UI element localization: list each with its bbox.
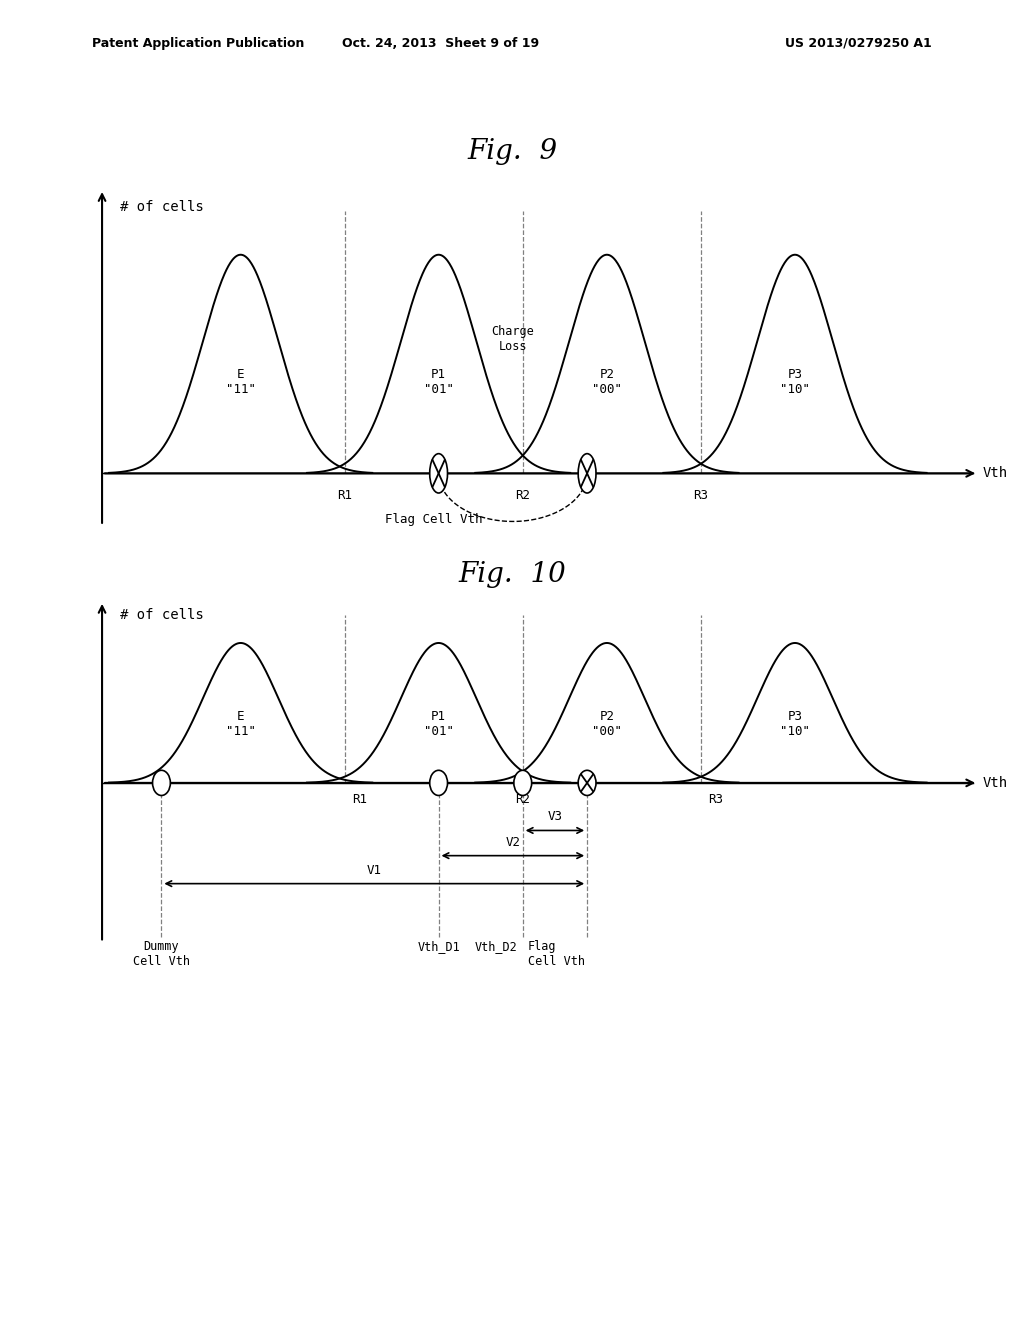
Text: R1: R1 [352, 793, 367, 805]
Text: Fig.  10: Fig. 10 [458, 561, 566, 587]
Text: R3: R3 [693, 488, 709, 502]
Circle shape [430, 771, 447, 796]
Text: Vth_D2: Vth_D2 [475, 940, 518, 953]
Circle shape [153, 771, 170, 796]
Text: Flag Cell Vth: Flag Cell Vth [385, 512, 482, 525]
Text: Patent Application Publication: Patent Application Publication [92, 37, 304, 50]
Text: Vth: Vth [983, 776, 1009, 789]
Text: V1: V1 [367, 863, 382, 876]
Text: R3: R3 [709, 793, 723, 805]
Text: US 2013/0279250 A1: US 2013/0279250 A1 [785, 37, 932, 50]
Text: Dummy
Cell Vth: Dummy Cell Vth [133, 940, 189, 968]
Circle shape [579, 771, 596, 796]
Text: Vth_D1: Vth_D1 [417, 940, 460, 953]
Circle shape [514, 771, 531, 796]
Text: E
"11": E "11" [225, 367, 256, 396]
Text: Oct. 24, 2013  Sheet 9 of 19: Oct. 24, 2013 Sheet 9 of 19 [342, 37, 539, 50]
Text: P1
"01": P1 "01" [424, 710, 454, 738]
Circle shape [579, 454, 596, 492]
Text: Vth: Vth [983, 466, 1009, 480]
Text: R1: R1 [337, 488, 352, 502]
Text: P1
"01": P1 "01" [424, 367, 454, 396]
Text: Charge
Loss: Charge Loss [492, 325, 535, 354]
Text: R2: R2 [515, 793, 530, 805]
Text: P3
"10": P3 "10" [780, 367, 810, 396]
Text: # of cells: # of cells [120, 201, 204, 214]
Text: P2
"00": P2 "00" [592, 710, 622, 738]
Circle shape [430, 454, 447, 492]
Text: E
"11": E "11" [225, 710, 256, 738]
Text: P3
"10": P3 "10" [780, 710, 810, 738]
Text: # of cells: # of cells [120, 609, 204, 622]
Text: R2: R2 [515, 488, 530, 502]
Text: P2
"00": P2 "00" [592, 367, 622, 396]
Text: V2: V2 [506, 836, 520, 849]
Text: Fig.  9: Fig. 9 [467, 139, 557, 165]
Text: Flag
Cell Vth: Flag Cell Vth [527, 940, 585, 968]
Text: V3: V3 [548, 810, 562, 824]
